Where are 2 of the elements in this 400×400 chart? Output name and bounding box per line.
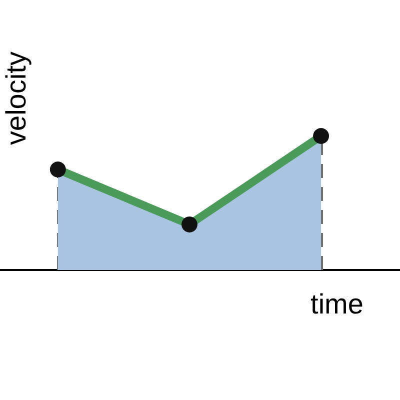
- x-axis-title: time: [310, 288, 364, 320]
- y-axis-title: velocity: [0, 52, 32, 145]
